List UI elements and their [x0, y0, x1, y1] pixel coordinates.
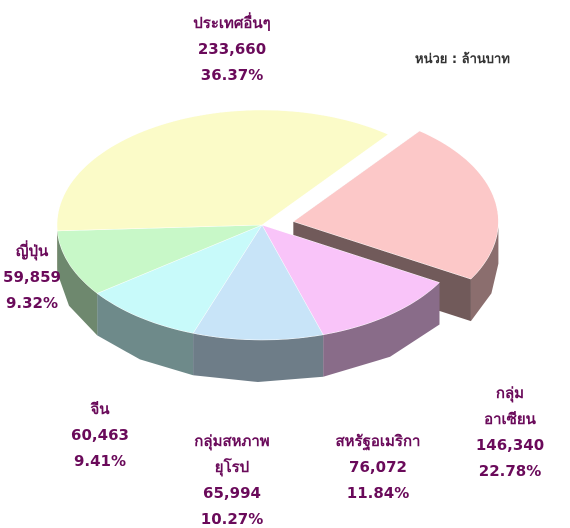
value-label: 59,859 — [3, 268, 61, 286]
value-label: 146,340 — [475, 436, 545, 454]
side-wall — [97, 293, 194, 376]
pie-slice — [192, 224, 324, 341]
pie-slice — [261, 224, 440, 336]
percent-label: 10.27% — [200, 510, 264, 528]
percent-label: 9.41% — [73, 452, 127, 470]
side-wall — [470, 221, 499, 322]
slice-label: กลุ่มสหภาพ ยุโรป — [194, 432, 270, 476]
slice-label: ญี่ปุ่น — [15, 242, 49, 260]
value-label: 65,994 — [203, 484, 261, 502]
value-label: 60,463 — [71, 426, 129, 444]
percent-label: 11.84% — [346, 484, 410, 502]
pie-slice — [56, 109, 389, 232]
slice-label: จีน — [90, 400, 110, 418]
pie-slice — [292, 130, 499, 280]
slice-label: สหรัฐอเมริกา — [335, 432, 421, 450]
value-label: 233,660 — [197, 40, 267, 58]
side-wall — [57, 230, 98, 336]
value-label: 76,072 — [349, 458, 407, 476]
side-wall — [323, 282, 440, 377]
side-wall — [193, 333, 324, 382]
pie-slice — [96, 224, 263, 334]
percent-label: 9.32% — [5, 294, 59, 312]
pie-slice — [57, 224, 263, 294]
unit-note: หน่วย : ล้านบาท — [415, 52, 510, 67]
percent-label: 36.37% — [200, 66, 264, 84]
percent-label: 22.78% — [478, 462, 542, 480]
slice-label: ประเทศอื่นๆ — [193, 14, 271, 32]
slice-label: กลุ่มอาเซียน — [484, 384, 536, 428]
